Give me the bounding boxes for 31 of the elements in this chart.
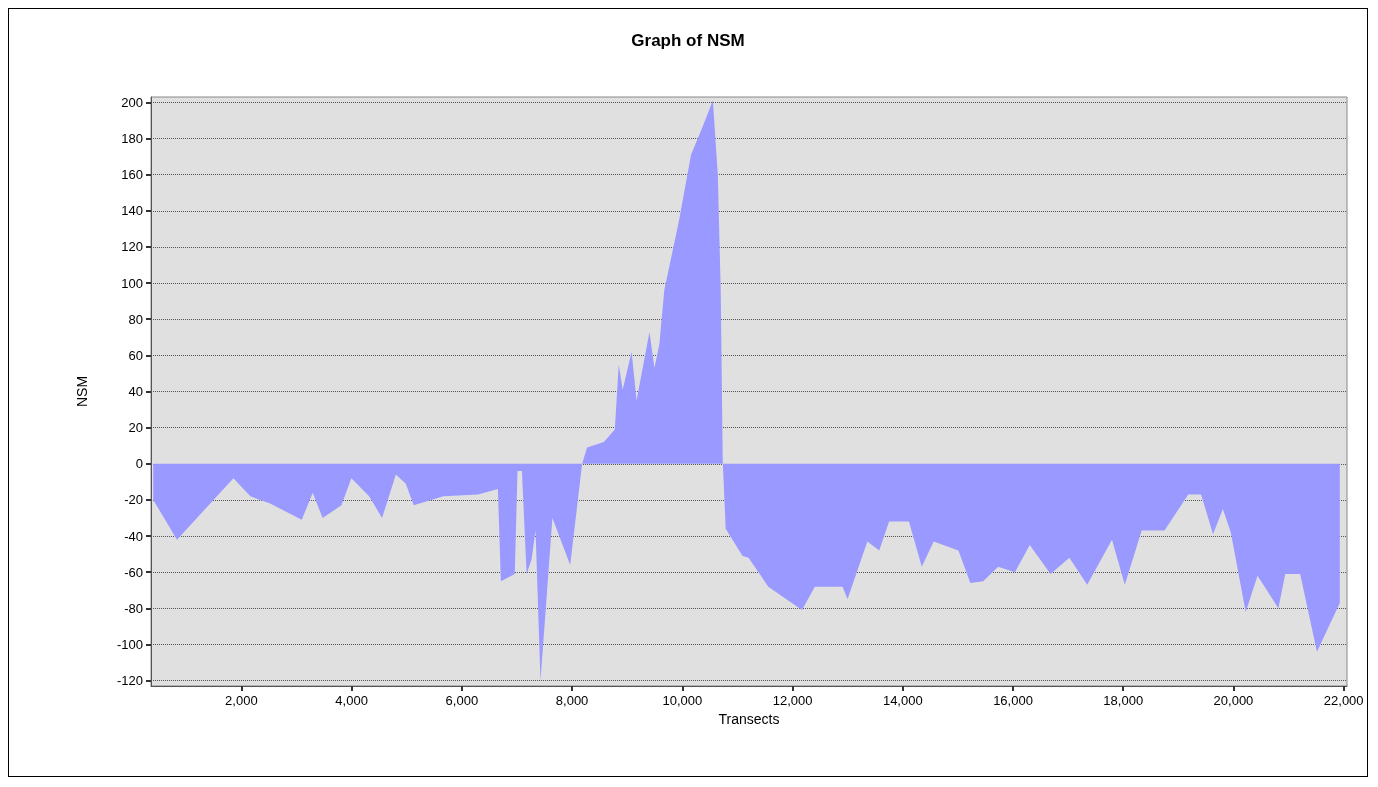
x-tick-label: 8,000	[555, 693, 589, 708]
y-tick-label: -80	[124, 600, 143, 616]
y-tick-label: -100	[116, 636, 143, 652]
y-tick-label: -120	[116, 673, 143, 689]
y-tick-label: 100	[121, 275, 143, 291]
x-axis-title: Transects	[718, 710, 780, 727]
chart-title: Graph of NSM	[631, 31, 745, 50]
y-tick-label: 160	[121, 167, 143, 183]
y-tick-label: 180	[121, 131, 143, 147]
y-tick-label: 40	[128, 384, 143, 399]
x-tick-label: 4,000	[335, 693, 368, 708]
y-tick-label: 140	[121, 203, 143, 219]
x-tick-label: 10,000	[662, 693, 703, 708]
x-tick-label: 16,000	[993, 693, 1033, 708]
y-tick-label: -40	[124, 528, 143, 544]
x-tick-label: 20,000	[1213, 693, 1254, 708]
x-tick-label: 22,000	[1323, 693, 1364, 708]
y-tick-label: 80	[128, 311, 143, 327]
y-tick-label: 200	[121, 94, 143, 110]
x-tick-label: 18,000	[1103, 693, 1144, 708]
x-tick-label: 6,000	[445, 693, 479, 708]
x-tick-label: 2,000	[225, 693, 258, 708]
y-axis-title: NSM	[74, 375, 90, 408]
y-tick-label: 60	[128, 347, 143, 363]
y-tick-label: 0	[135, 456, 143, 472]
x-tick-label: 12,000	[772, 693, 813, 708]
x-tick-label: 14,000	[882, 693, 923, 708]
y-tick-label: -20	[124, 492, 143, 508]
y-tick-label: 120	[121, 239, 143, 255]
y-tick-label: -60	[124, 564, 143, 580]
y-tick-label: 20	[128, 420, 143, 436]
